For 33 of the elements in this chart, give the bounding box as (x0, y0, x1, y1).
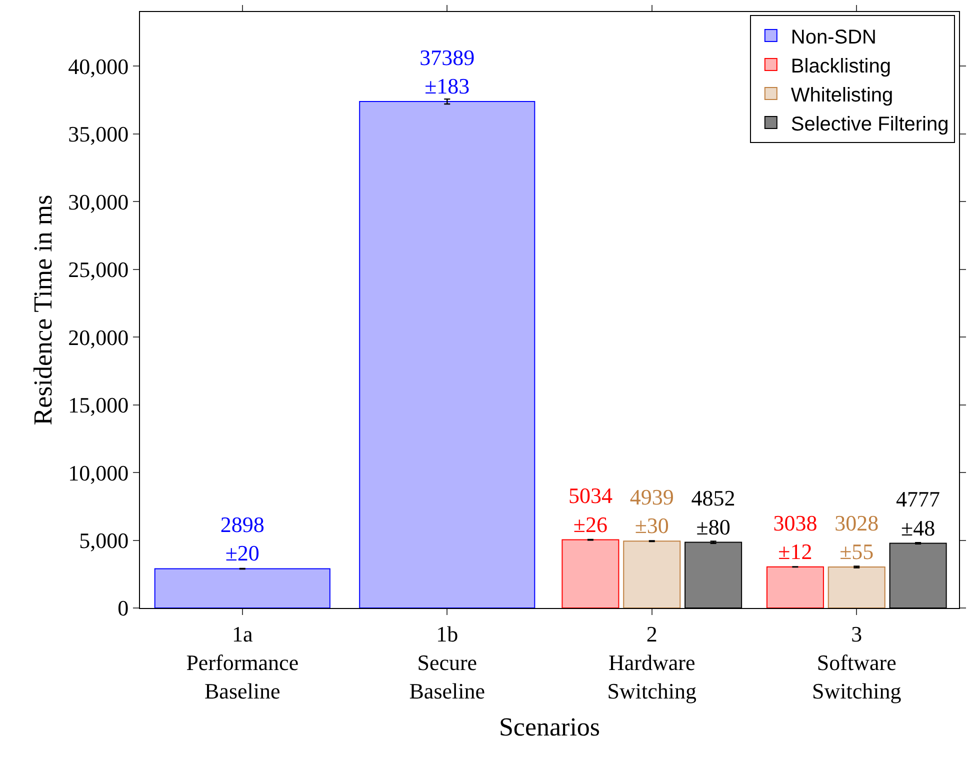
data-label: 37389 ±183 (420, 44, 475, 99)
y-tick-label: 10,000 (68, 460, 129, 486)
y-tick-label: 35,000 (68, 122, 129, 147)
data-label: 2898 ±20 (220, 512, 264, 566)
y-tick-label: 15,000 (68, 392, 129, 418)
legend-label: Blacklisting (790, 55, 891, 78)
y-tick-label: 0 (118, 596, 129, 621)
legend-label: Non-SDN (790, 26, 876, 48)
bar (562, 539, 620, 608)
y-tick-label: 25,000 (68, 257, 129, 282)
data-label: 4777 ±48 (896, 486, 940, 540)
x-axis-title: Scenarios (498, 712, 600, 742)
bar (828, 566, 886, 608)
y-tick-label: 20,000 (68, 324, 129, 350)
y-axis-title: Residence Time in ms (28, 194, 58, 426)
data-label: 4852 ±80 (691, 486, 736, 540)
y-tick-label: 40,000 (68, 54, 129, 79)
bar (766, 566, 824, 608)
data-label: 5034 ±26 (568, 483, 612, 537)
x-tick-label: 1a Performance Baseline (186, 621, 299, 704)
legend-label: Selective Filtering (790, 113, 949, 136)
y-tick-label: 30,000 (68, 189, 129, 214)
x-tick-label: 3 Software Switching (812, 621, 902, 704)
x-tick-label: 1b Secure Baseline (409, 621, 486, 704)
bar (154, 568, 330, 608)
bar (359, 101, 536, 608)
data-label: 3028 ±55 (834, 510, 879, 564)
data-label: 4939 ±30 (630, 484, 674, 538)
x-tick-label: 2 Hardware Switching (607, 621, 696, 704)
bar (623, 540, 681, 608)
legend-label: Whitelisting (790, 84, 894, 106)
data-label: 3038 ±12 (773, 510, 818, 564)
y-tick-label: 5,000 (79, 528, 129, 553)
